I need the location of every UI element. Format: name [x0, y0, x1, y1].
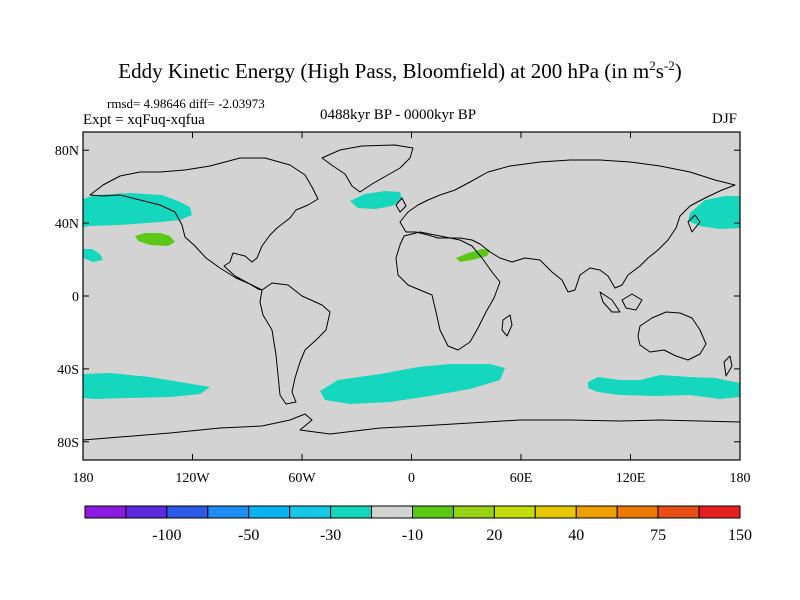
map-background: [83, 132, 740, 460]
colorbar-swatch: [698, 505, 741, 519]
coastline-japan: [687, 214, 701, 233]
coastline-africa: [395, 231, 501, 351]
coastline-british-isles: [395, 197, 407, 213]
colorbar-swatch: [493, 505, 536, 519]
colorbar-label: -50: [238, 527, 259, 544]
colorbar-label: -30: [320, 527, 341, 544]
colorbar-label: 75: [650, 527, 666, 544]
stats-label: rmsd= 4.98646 diff= -2.03973: [107, 96, 265, 111]
lat-label: 40S: [57, 363, 79, 378]
colorbar-swatch: [125, 505, 168, 519]
anomaly-south-indian-negative: [588, 375, 740, 399]
anomaly-north-pacific-negative: [83, 193, 192, 227]
figure-title: Eddy Kinetic Energy (High Pass, Bloomfie…: [118, 58, 682, 83]
coastline-australia: [637, 311, 707, 361]
colorbar-swatch: [207, 505, 250, 519]
lon-label: 60W: [288, 471, 316, 486]
lon-label: 180: [73, 471, 94, 486]
lon-label: 60E: [510, 471, 533, 486]
lon-label: 120W: [175, 471, 210, 486]
anomaly-south-pacific-negative: [83, 373, 210, 399]
colorbar-label: -100: [152, 527, 181, 544]
colorbar-swatch: [84, 505, 127, 519]
colorbar-swatch: [575, 505, 618, 519]
lon-label: 0: [408, 471, 415, 486]
lat-label: 0: [72, 290, 79, 305]
anomaly-subtropical-pacific-negative: [83, 249, 103, 262]
axis-ticks: [82, 132, 741, 460]
period-label: 0488kyr BP - 0000kyr BP: [320, 107, 477, 123]
anomaly-west-pacific-negative: [688, 196, 740, 229]
coastline-south-america: [259, 282, 331, 405]
lat-label: 80S: [57, 436, 79, 451]
axis-labels: 80N 40N 0 40S 80S 180 120W 60W 0 60E 120E 180: [55, 144, 751, 486]
anomaly-south-atlantic-negative: [320, 364, 505, 404]
coastlines: [82, 144, 741, 441]
colorbar-label: 20: [486, 527, 502, 544]
season-label: DJF: [712, 111, 738, 127]
coastline-eurasia: [399, 159, 736, 293]
colorbar-label: 40: [568, 527, 584, 544]
anomaly-middle-east-positive: [456, 249, 490, 262]
colorbar-swatch: [534, 505, 577, 519]
colorbar: [84, 505, 741, 519]
coastline-antarctica: [82, 413, 741, 441]
colorbar-swatch: [248, 505, 291, 519]
anomaly-north-pacific-positive: [135, 233, 175, 246]
colorbar-swatch: [289, 505, 332, 519]
lon-label: 120E: [616, 471, 646, 486]
colorbar-labels: -100 -50 -30 -10 20 40 75 150: [152, 527, 752, 544]
colorbar-swatch: [616, 505, 659, 519]
lat-label: 80N: [55, 144, 79, 159]
coastline-borneo-sumatra: [599, 291, 643, 313]
lon-label: 180: [730, 471, 751, 486]
anomaly-regions: [83, 191, 740, 404]
colorbar-swatch: [330, 505, 373, 519]
colorbar-label: -10: [402, 527, 423, 544]
colorbar-swatch: [412, 505, 454, 519]
lat-label: 40N: [55, 217, 79, 232]
anomaly-north-atlantic-negative: [350, 191, 402, 209]
colorbar-swatch: [657, 505, 700, 519]
colorbar-swatch: [166, 505, 209, 519]
experiment-label: Expt = xqFuq-xqfua: [83, 112, 205, 128]
coastline-madagascar: [501, 314, 513, 337]
coastline-north-america: [89, 157, 319, 291]
colorbar-swatch: [452, 505, 495, 519]
coastline-greenland: [321, 144, 414, 193]
coastline-new-zealand: [723, 355, 733, 377]
colorbar-swatch: [371, 505, 413, 519]
colorbar-label: 150: [728, 527, 752, 544]
